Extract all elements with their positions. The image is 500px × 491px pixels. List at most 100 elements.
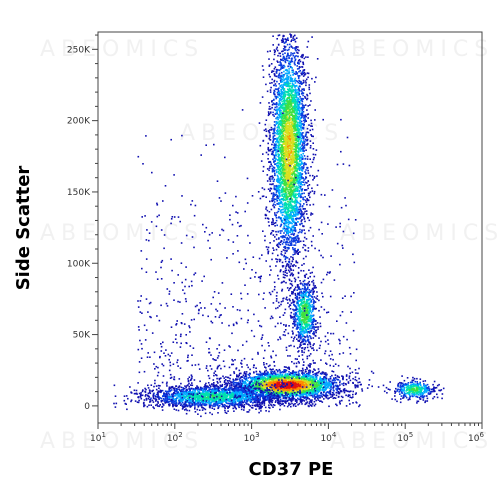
event-point xyxy=(303,119,306,122)
event-point xyxy=(290,111,292,113)
event-point xyxy=(284,92,286,94)
event-point xyxy=(273,249,275,251)
event-point xyxy=(300,106,303,109)
event-point xyxy=(279,99,281,102)
event-point xyxy=(297,251,299,254)
event-point xyxy=(288,84,290,87)
event-point xyxy=(289,104,291,106)
event-point xyxy=(281,80,284,83)
event-point xyxy=(285,123,288,125)
event-point xyxy=(280,104,282,106)
event-point xyxy=(279,102,282,104)
event-point xyxy=(265,151,268,154)
event-point xyxy=(288,87,291,90)
event-point xyxy=(307,113,310,115)
event-point xyxy=(301,123,304,125)
event-point xyxy=(284,188,287,190)
event-point xyxy=(282,126,285,128)
event-point xyxy=(288,133,291,135)
event-point xyxy=(311,281,313,283)
event-point xyxy=(300,80,302,83)
event-point xyxy=(294,265,297,267)
event-point xyxy=(277,109,279,111)
event-point xyxy=(261,96,264,98)
event-point xyxy=(278,260,281,263)
event-point xyxy=(298,300,300,302)
event-point xyxy=(275,219,278,222)
event-point xyxy=(276,122,279,124)
event-point xyxy=(275,152,277,154)
event-point xyxy=(288,152,290,155)
event-point xyxy=(299,179,301,181)
event-point xyxy=(295,174,297,177)
event-point xyxy=(294,161,296,163)
event-point xyxy=(290,163,293,166)
event-point xyxy=(304,314,307,316)
event-point xyxy=(288,123,291,126)
event-point xyxy=(294,105,296,107)
event-point xyxy=(294,236,297,238)
event-point xyxy=(272,138,275,141)
event-point xyxy=(309,309,311,312)
event-point xyxy=(295,49,297,52)
event-point xyxy=(271,317,274,319)
event-point xyxy=(303,183,306,186)
event-point xyxy=(284,77,287,80)
event-point xyxy=(279,138,282,140)
event-point xyxy=(268,178,271,181)
event-point xyxy=(299,131,302,134)
event-point xyxy=(297,94,299,96)
event-point xyxy=(295,150,297,152)
event-point xyxy=(287,135,289,138)
event-point xyxy=(300,328,302,330)
event-point xyxy=(269,91,272,93)
event-point xyxy=(286,157,289,159)
event-point xyxy=(273,222,276,225)
event-point xyxy=(284,202,287,204)
event-point xyxy=(294,55,296,58)
event-point xyxy=(274,225,276,227)
event-point xyxy=(307,40,310,43)
event-point xyxy=(312,284,315,286)
event-point xyxy=(291,130,294,133)
event-point xyxy=(308,310,310,313)
event-point xyxy=(298,182,301,184)
event-point xyxy=(305,199,307,202)
event-point xyxy=(275,145,277,147)
event-point xyxy=(295,93,298,95)
event-point xyxy=(280,93,283,96)
event-point xyxy=(300,183,302,186)
event-point xyxy=(308,283,311,286)
event-point xyxy=(301,192,303,195)
event-point xyxy=(275,85,277,87)
event-point xyxy=(280,113,283,115)
event-point xyxy=(299,333,301,335)
event-point xyxy=(287,80,289,83)
event-point xyxy=(305,238,308,240)
event-point xyxy=(292,216,294,218)
event-point xyxy=(302,104,304,107)
event-point xyxy=(298,132,300,134)
event-point xyxy=(301,135,304,137)
event-point xyxy=(285,125,288,127)
event-point xyxy=(300,190,303,192)
event-point xyxy=(293,100,295,103)
event-point xyxy=(288,162,291,164)
event-point xyxy=(303,216,305,218)
event-point xyxy=(286,115,288,118)
event-point xyxy=(301,333,304,336)
event-point xyxy=(297,59,300,62)
event-point xyxy=(238,369,241,372)
event-point xyxy=(296,96,298,99)
event-point xyxy=(266,90,269,93)
event-point xyxy=(309,145,312,147)
event-point xyxy=(299,174,301,177)
event-point xyxy=(326,373,328,376)
event-point xyxy=(302,55,304,57)
event-point xyxy=(282,135,284,137)
event-point xyxy=(298,346,301,348)
event-point xyxy=(288,114,291,117)
event-point xyxy=(280,168,282,170)
event-point xyxy=(291,46,293,48)
event-point xyxy=(310,316,312,319)
